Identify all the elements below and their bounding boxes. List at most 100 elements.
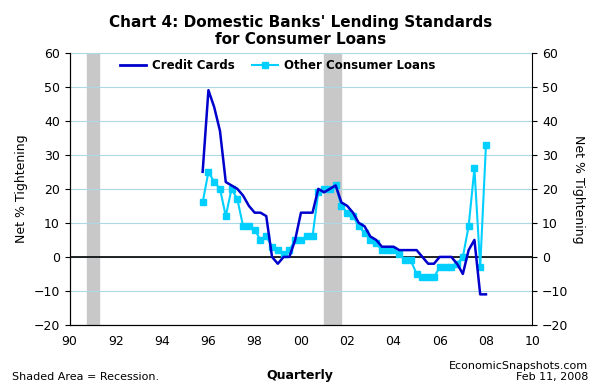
Credit Cards [384, 245, 391, 249]
Credit Cards [205, 88, 212, 92]
Other Consumer Loans [355, 224, 362, 229]
Other Consumer Loans [274, 248, 281, 252]
Credit Cards [419, 255, 426, 259]
Other Consumer Loans [476, 265, 484, 269]
Other Consumer Loans [465, 224, 472, 229]
Other Consumer Loans [228, 186, 235, 191]
Other Consumer Loans [349, 214, 356, 218]
Other Consumer Loans [367, 238, 374, 242]
Other Consumer Loans [245, 224, 253, 229]
Other Consumer Loans [413, 271, 420, 276]
Text: Shaded Area = Recession.: Shaded Area = Recession. [12, 372, 159, 382]
Other Consumer Loans [314, 190, 322, 195]
Credit Cards [326, 186, 334, 191]
Credit Cards [395, 248, 403, 252]
Credit Cards [199, 170, 206, 174]
Other Consumer Loans [390, 248, 397, 252]
Credit Cards [482, 292, 490, 297]
Credit Cards [222, 180, 229, 184]
Text: Quarterly: Quarterly [266, 369, 334, 382]
Other Consumer Loans [448, 265, 455, 269]
Other Consumer Loans [217, 186, 224, 191]
Other Consumer Loans [326, 186, 334, 191]
Other Consumer Loans [425, 275, 432, 280]
Other Consumer Loans [459, 255, 466, 259]
Other Consumer Loans [298, 238, 305, 242]
Bar [324, 53, 341, 325]
Credit Cards [303, 210, 310, 215]
Credit Cards [217, 129, 224, 133]
Other Consumer Loans [361, 231, 368, 236]
Line: Other Consumer Loans: Other Consumer Loans [199, 141, 490, 281]
Credit Cards [430, 261, 437, 266]
Other Consumer Loans [378, 248, 385, 252]
Credit Cards [367, 234, 374, 239]
Other Consumer Loans [280, 251, 287, 256]
Other Consumer Loans [419, 275, 426, 280]
Credit Cards [314, 186, 322, 191]
Other Consumer Loans [407, 258, 415, 262]
Title: Chart 4: Domestic Banks' Lending Standards
for Consumer Loans: Chart 4: Domestic Banks' Lending Standar… [109, 15, 493, 48]
Credit Cards [442, 255, 449, 259]
Other Consumer Loans [338, 204, 345, 208]
Credit Cards [344, 204, 351, 208]
Other Consumer Loans [309, 234, 316, 239]
Y-axis label: Net % Tightening: Net % Tightening [572, 135, 585, 243]
Other Consumer Loans [430, 275, 437, 280]
Credit Cards [211, 105, 218, 110]
Other Consumer Loans [384, 248, 391, 252]
Other Consumer Loans [234, 197, 241, 201]
Credit Cards [257, 210, 264, 215]
Credit Cards [228, 183, 235, 188]
Other Consumer Loans [471, 166, 478, 171]
Credit Cards [454, 261, 461, 266]
Other Consumer Loans [442, 265, 449, 269]
Credit Cards [274, 261, 281, 266]
Other Consumer Loans [436, 265, 443, 269]
Credit Cards [361, 224, 368, 229]
Credit Cards [251, 210, 258, 215]
Other Consumer Loans [303, 234, 310, 239]
Credit Cards [476, 292, 484, 297]
Credit Cards [332, 183, 339, 188]
Credit Cards [459, 271, 466, 276]
Credit Cards [355, 221, 362, 225]
Other Consumer Loans [268, 245, 275, 249]
Credit Cards [234, 186, 241, 191]
Other Consumer Loans [199, 200, 206, 205]
Credit Cards [268, 255, 275, 259]
Credit Cards [401, 248, 409, 252]
Credit Cards [471, 238, 478, 242]
Credit Cards [280, 255, 287, 259]
Legend: Credit Cards, Other Consumer Loans: Credit Cards, Other Consumer Loans [120, 58, 436, 72]
Credit Cards [465, 248, 472, 252]
Other Consumer Loans [344, 210, 351, 215]
Credit Cards [245, 204, 253, 208]
Other Consumer Loans [239, 224, 247, 229]
Credit Cards [298, 210, 305, 215]
Other Consumer Loans [211, 180, 218, 184]
Other Consumer Loans [454, 261, 461, 266]
Other Consumer Loans [222, 214, 229, 218]
Other Consumer Loans [320, 186, 328, 191]
Credit Cards [338, 200, 345, 205]
Other Consumer Loans [251, 227, 258, 232]
Other Consumer Loans [263, 234, 270, 239]
Text: EconomicSnapshots.com
Feb 11, 2008: EconomicSnapshots.com Feb 11, 2008 [449, 361, 588, 382]
Credit Cards [309, 210, 316, 215]
Credit Cards [263, 214, 270, 218]
Other Consumer Loans [373, 241, 380, 246]
Other Consumer Loans [205, 170, 212, 174]
Credit Cards [292, 238, 299, 242]
Other Consumer Loans [286, 248, 293, 252]
Credit Cards [373, 238, 380, 242]
Credit Cards [448, 255, 455, 259]
Credit Cards [407, 248, 415, 252]
Other Consumer Loans [395, 251, 403, 256]
Credit Cards [378, 245, 385, 249]
Credit Cards [413, 248, 420, 252]
Line: Credit Cards: Credit Cards [203, 90, 486, 294]
Credit Cards [320, 190, 328, 195]
Other Consumer Loans [332, 183, 339, 188]
Other Consumer Loans [257, 238, 264, 242]
